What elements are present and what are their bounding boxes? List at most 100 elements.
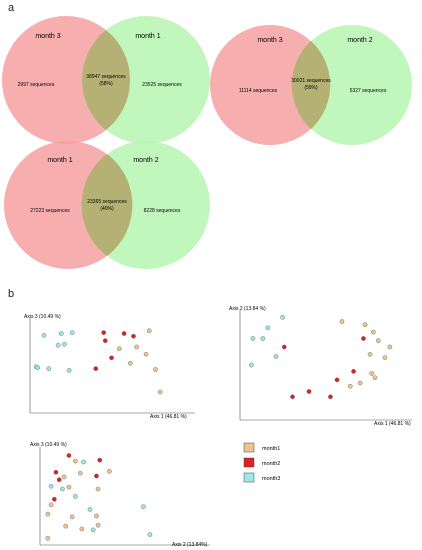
pcoa-2-point-month1-9: [339, 319, 345, 324]
pcoa-2-point-month1-2: [369, 371, 375, 376]
legend-swatch-month2: [243, 457, 255, 468]
pcoa-3-point-month1-11: [94, 513, 99, 519]
venn-1-right-label: month 1: [135, 33, 160, 40]
pcoa-3-point-month1-6: [73, 458, 78, 464]
venn-3-overlap: [81, 154, 133, 256]
pcoa-3-point-month3-3: [73, 494, 78, 499]
pcoa-2-point-month2-6: [281, 344, 287, 350]
pcoa-plot-3: Axis 3 (10.49 %) Axis 2 (13.84%): [30, 442, 210, 548]
legend-label-month1: month1: [262, 446, 280, 452]
venn-3-right-count: 8228 sequences: [144, 208, 181, 214]
venn-2-overlap-percent: (59%): [304, 85, 318, 91]
pcoa-1-points: [33, 328, 163, 395]
pcoa-1-point-month2-2: [109, 355, 114, 361]
venn-3-left-label: month 1: [47, 157, 72, 164]
venn-2-left-label: month 3: [257, 37, 282, 44]
pcoa-1-point-month1-4: [157, 389, 163, 395]
pcoa-3-point-month1-1: [45, 511, 51, 517]
pcoa-2-point-month3-3: [265, 325, 271, 331]
pcoa-3-point-month2-1: [94, 473, 99, 479]
panel-b-label: b: [8, 288, 15, 300]
pcoa-3-point-month3-6: [141, 504, 146, 509]
pcoa-2-points: [248, 314, 393, 400]
pcoa-3-point-month1-7: [79, 526, 85, 532]
pcoa-3-point-month3-1: [60, 486, 65, 492]
legend-swatch-month1: [243, 442, 255, 453]
pcoa-3-point-month3-7: [147, 532, 153, 537]
pcoa-2-point-month3-5: [280, 314, 285, 320]
venn-diagram-2: month 3 month 2 11114 sequences 30021 se…: [210, 25, 412, 145]
pcoa-1-point-month1-3: [146, 328, 152, 334]
pcoa-3-point-month1-9: [45, 535, 51, 541]
pcoa-2-point-month2-0: [290, 394, 295, 400]
pcoa-3-point-month3-4: [87, 507, 93, 512]
venn-diagram-1: month 3 month 1 2997 sequences 38947 seq…: [2, 16, 210, 144]
pcoa-2-y-label: Axis 2 (13.84 %): [229, 306, 266, 312]
venn-2-overlap: [291, 41, 331, 129]
pcoa-3-point-month2-5: [56, 477, 62, 482]
pcoa-3-point-month1-12: [66, 484, 72, 490]
pcoa-plot-1: Axis 3 (10.49 %) Axis 1 (46.81 %): [24, 314, 195, 420]
pcoa-plot-2: Axis 2 (13.84 %) Axis 1 (46.81 %): [229, 306, 412, 427]
venn-2-left-count: 11114 sequences: [239, 88, 278, 94]
venn-2-overlap-count: 30021 sequences: [291, 78, 331, 84]
pcoa-1-point-month3-3: [41, 332, 47, 338]
pcoa-1-point-month1-6: [134, 344, 139, 350]
pcoa-2-point-month3-1: [250, 336, 256, 341]
venn-2-right-count: 5327 sequences: [350, 88, 387, 94]
pcoa-3-points: [45, 453, 153, 541]
pcoa-1-y-label: Axis 3 (10.49 %): [24, 314, 61, 320]
pcoa-1-point-month3-6: [62, 341, 67, 347]
pcoa-1-point-month2-5: [101, 330, 106, 335]
pcoa-3-y-label: Axis 3 (10.49 %): [30, 442, 67, 448]
pcoa-1-x-label: Axis 1 (46.81 %): [150, 414, 187, 420]
pcoa-3-point-month3-2: [81, 459, 86, 465]
venn-1-overlap: [81, 30, 131, 130]
pcoa-2-point-month1-8: [362, 322, 368, 328]
legend-swatch-month3: [243, 472, 255, 483]
pcoa-3-point-month1-2: [61, 474, 67, 480]
venn-3-overlap-percent: (40%): [100, 206, 114, 212]
pcoa-1-point-month3-4: [58, 331, 64, 336]
pcoa-3-point-month1-4: [95, 486, 101, 492]
pcoa-1-point-month3-7: [55, 342, 61, 348]
pcoa-2-point-month1-6: [375, 338, 381, 343]
pcoa-1-point-month2-1: [131, 333, 136, 339]
pcoa-2-x-label: Axis 1 (46.81 %): [374, 421, 411, 427]
venn-3-left-count: 27223 sequences: [30, 208, 70, 214]
pcoa-2-point-month1-3: [367, 352, 373, 357]
pcoa-1-point-month1-5: [153, 367, 158, 372]
pcoa-1-point-month3-8: [69, 330, 75, 335]
pcoa-1-point-month2-0: [121, 331, 127, 336]
pcoa-1-point-month1-0: [128, 360, 133, 366]
venn-diagram-3: month 1 month 2 27223 sequences 23365 se…: [4, 141, 210, 269]
pcoa-2-point-month2-2: [328, 394, 333, 400]
venn-1-left-label: month 3: [35, 33, 60, 40]
pcoa-1-point-month3-1: [35, 365, 41, 371]
pcoa-3-point-month1-8: [63, 523, 68, 529]
pcoa-3-point-month2-0: [97, 457, 102, 463]
pcoa-1-point-month3-5: [66, 368, 72, 373]
venn-2-right-label: month 2: [347, 37, 372, 44]
pcoa-3-point-month2-4: [66, 453, 72, 458]
pcoa-2-point-month1-1: [372, 375, 378, 381]
venn-1-overlap-percent: (58%): [99, 81, 113, 87]
pcoa-2-point-month2-3: [334, 377, 340, 383]
pcoa-3-point-month2-3: [53, 469, 59, 475]
legend: month1 month2 month3: [243, 442, 280, 483]
pcoa-2-point-month1-4: [382, 355, 388, 360]
pcoa-3-point-month1-13: [69, 514, 75, 520]
pcoa-3-point-month1-3: [77, 470, 83, 476]
pcoa-2-point-month2-4: [351, 369, 356, 374]
pcoa-2-point-month3-4: [273, 354, 279, 359]
pcoa-2-point-month3-0: [248, 362, 254, 368]
pcoa-2-point-month1-5: [387, 344, 393, 350]
pcoa-2-point-month3-2: [260, 336, 266, 341]
pcoa-3-point-month1-10: [95, 522, 101, 528]
pcoa-3-point-month3-5: [90, 527, 96, 533]
pcoa-3-point-month1-0: [48, 502, 54, 508]
pcoa-2-point-month1-7: [371, 329, 376, 335]
pcoa-3-x-label: Axis 2 (13.84%): [172, 542, 208, 548]
pcoa-2-point-month1-0: [357, 380, 363, 386]
